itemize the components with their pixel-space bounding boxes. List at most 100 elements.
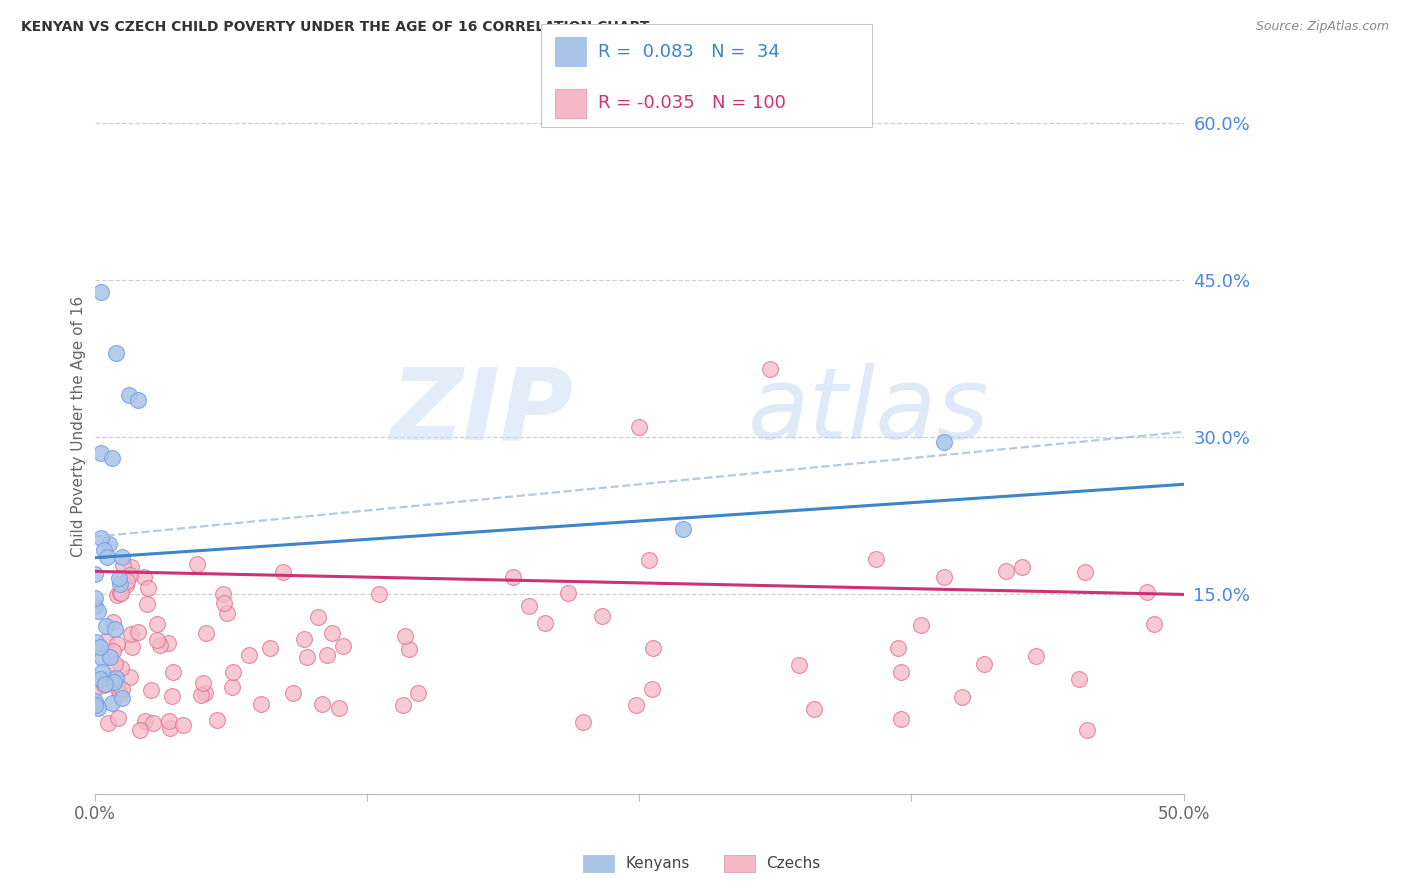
Point	[212, 596, 235, 610]
Point	[110, 661, 132, 675]
Point	[250, 697, 273, 711]
Point	[146, 616, 169, 631]
Point	[91, 665, 114, 680]
Point	[104, 622, 127, 636]
Point	[84, 681, 107, 696]
Text: ZIP: ZIP	[391, 363, 574, 460]
Point	[1069, 673, 1091, 687]
Point	[108, 687, 131, 701]
Point	[624, 698, 647, 713]
Point	[628, 419, 651, 434]
Point	[157, 714, 180, 728]
Point	[316, 648, 339, 662]
Point	[517, 599, 540, 613]
Point	[84, 599, 107, 613]
Point	[115, 577, 138, 591]
Point	[94, 633, 117, 648]
Point	[111, 681, 134, 696]
Point	[136, 582, 159, 596]
Point	[394, 629, 416, 643]
Point	[887, 640, 910, 655]
Point	[368, 587, 391, 601]
Point	[172, 718, 194, 732]
Point	[93, 677, 115, 691]
Point	[271, 566, 294, 580]
Point	[108, 577, 131, 591]
Point	[105, 637, 128, 651]
Point	[238, 648, 260, 663]
Point	[90, 285, 112, 300]
Text: atlas: atlas	[748, 363, 990, 460]
Point	[136, 598, 159, 612]
Point	[162, 665, 184, 679]
Point	[672, 523, 695, 537]
Point	[120, 568, 142, 582]
Point	[321, 626, 343, 640]
Point	[89, 672, 111, 686]
Point	[159, 721, 181, 735]
Point	[890, 712, 912, 726]
Point	[194, 686, 217, 700]
Point	[591, 609, 613, 624]
Point	[90, 531, 112, 545]
Point	[311, 697, 333, 711]
Point	[84, 698, 107, 713]
Point	[105, 588, 128, 602]
Point	[104, 671, 127, 685]
Text: Czechs: Czechs	[766, 856, 821, 871]
Point	[637, 552, 659, 566]
Point	[118, 388, 141, 402]
Point	[932, 570, 955, 584]
Point	[105, 346, 128, 360]
Point	[111, 550, 134, 565]
Y-axis label: Child Poverty Under the Age of 16: Child Poverty Under the Age of 16	[72, 296, 86, 558]
Point	[328, 701, 350, 715]
Point	[101, 696, 124, 710]
Point	[94, 619, 117, 633]
Point	[98, 537, 121, 551]
Point	[865, 551, 887, 566]
Point	[221, 665, 243, 679]
Point	[101, 644, 124, 658]
Point	[890, 665, 912, 679]
Point	[1136, 585, 1159, 599]
Point	[115, 574, 138, 588]
Text: Kenyans: Kenyans	[626, 856, 690, 871]
Point	[104, 657, 127, 671]
Point	[90, 651, 112, 665]
Point	[1142, 616, 1164, 631]
Point	[132, 570, 155, 584]
Point	[120, 670, 142, 684]
Point	[557, 586, 579, 600]
Point	[89, 640, 111, 655]
Point	[87, 604, 110, 618]
Point	[534, 615, 557, 630]
Point	[84, 591, 107, 606]
Point	[162, 690, 184, 704]
Point	[120, 626, 142, 640]
Point	[295, 649, 318, 664]
Point	[758, 362, 780, 376]
Point	[292, 632, 315, 646]
Point	[121, 640, 143, 655]
Point	[332, 639, 354, 653]
Point	[120, 559, 142, 574]
Point	[572, 715, 595, 730]
Point	[1025, 648, 1047, 663]
Point	[408, 686, 430, 700]
Point	[107, 571, 129, 585]
Point	[205, 713, 228, 727]
Point	[141, 683, 163, 698]
Point	[190, 688, 212, 702]
Text: R =  0.083   N =  34: R = 0.083 N = 34	[598, 43, 779, 61]
Point	[643, 640, 665, 655]
Point	[281, 686, 304, 700]
Point	[932, 435, 955, 450]
Point	[1073, 565, 1095, 579]
Point	[1011, 560, 1033, 574]
Point	[101, 615, 124, 629]
Point	[127, 625, 149, 640]
Point	[96, 550, 118, 565]
Point	[973, 657, 995, 672]
Point	[90, 446, 112, 460]
